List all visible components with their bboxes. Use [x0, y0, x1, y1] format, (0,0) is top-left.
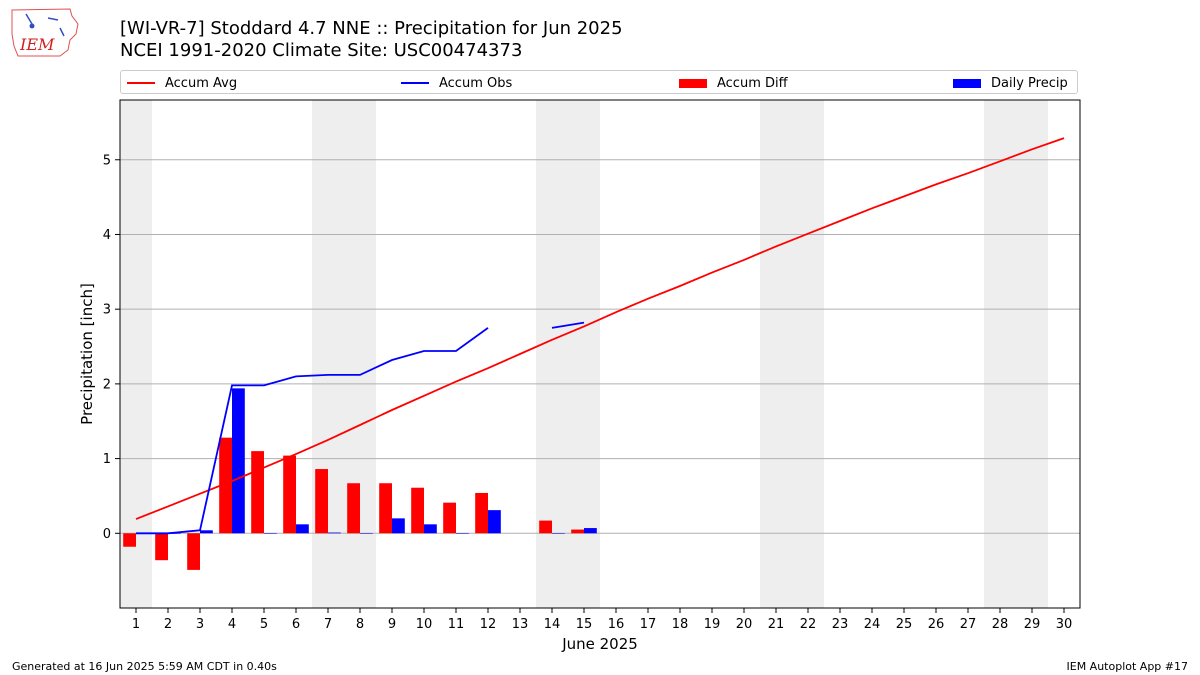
x-tick-label-16: 16 [608, 617, 625, 632]
daily-precip-bar-day-14 [552, 533, 565, 534]
x-tick-label-14: 14 [544, 617, 561, 632]
x-tick-label-10: 10 [416, 617, 433, 632]
daily-precip-bar-day-4 [232, 388, 245, 534]
legend-item-accum-obs: Accum Obs [401, 74, 512, 92]
accum-diff-bar-day-5 [251, 451, 264, 534]
daily-precip-bar-day-8 [360, 533, 373, 534]
x-tick-label-21: 21 [768, 617, 785, 632]
accum-avg-line-0 [135, 137, 1065, 520]
grid-lines [120, 159, 1080, 534]
x-tick-label-29: 29 [1024, 617, 1041, 632]
daily-precip-bar-day-6 [296, 524, 309, 534]
weekend-band-0 [120, 100, 152, 608]
x-tick-label-26: 26 [928, 617, 945, 632]
accum-diff-bar-day-2 [155, 533, 168, 561]
logo-text: IEM [19, 35, 55, 54]
y-tick-label-1: 1 [103, 452, 111, 467]
weather-station-icon [29, 23, 35, 29]
x-tick-label-4: 4 [228, 617, 236, 632]
x-tick-label-5: 5 [260, 617, 268, 632]
plot-frame [119, 99, 1081, 609]
x-axis-label: June 2025 [561, 635, 638, 653]
x-tick-label-8: 8 [356, 617, 364, 632]
iem-logo: IEM [11, 8, 79, 57]
x-tick-label-1: 1 [132, 617, 140, 632]
legend-item-daily-precip: Daily Precip [953, 74, 1068, 92]
accum-diff-bar-day-6 [283, 455, 296, 534]
iowa-outline-shape [11, 8, 79, 57]
x-tick-label-20: 20 [736, 617, 753, 632]
x-tick-label-22: 22 [800, 617, 817, 632]
x-tick-label-3: 3 [196, 617, 204, 632]
y-tick-label-2: 2 [103, 377, 111, 392]
x-tick-label-19: 19 [704, 617, 721, 632]
accum-obs-line-1 [551, 321, 585, 329]
generated-timestamp: Generated at 16 Jun 2025 5:59 AM CDT in … [12, 660, 277, 673]
accum-diff-bar-day-10 [411, 487, 424, 534]
legend-swatch-daily-precip [953, 78, 981, 88]
legend-label-accum-obs: Accum Obs [439, 75, 513, 91]
accum-diff-bar-day-8 [347, 483, 360, 534]
legend-label-accum-avg: Accum Avg [165, 75, 238, 91]
legend-swatch-accum-avg [127, 82, 155, 84]
x-tick-label-27: 27 [960, 617, 977, 632]
y-tick-label-5: 5 [103, 153, 111, 168]
accum-diff-bar-day-7 [315, 469, 328, 534]
weekend-band-4 [984, 100, 1048, 608]
y-tick-label-3: 3 [103, 303, 111, 318]
x-tick-label-11: 11 [448, 617, 465, 632]
x-tick-label-23: 23 [832, 617, 849, 632]
legend-label-daily-precip: Daily Precip [991, 75, 1068, 91]
x-tick-label-25: 25 [896, 617, 913, 632]
x-tick-label-28: 28 [992, 617, 1009, 632]
daily-precip-bar-day-15 [584, 528, 597, 534]
daily-precip-bar-day-7 [328, 532, 341, 534]
daily-precip-bar-day-5 [264, 533, 277, 534]
x-tick-label-13: 13 [512, 617, 529, 632]
x-tick-label-18: 18 [672, 617, 689, 632]
daily-precip-bar-day-12 [488, 510, 501, 534]
daily-precip-bar-day-9 [392, 518, 405, 534]
x-tick-label-7: 7 [324, 617, 332, 632]
accum-diff-bar-day-9 [379, 483, 392, 534]
x-tick-label-15: 15 [576, 617, 593, 632]
y-axis-label: Precipitation [inch] [78, 283, 96, 425]
accum-diff-bar-day-3 [187, 533, 200, 570]
chart-title: [WI-VR-7] Stoddard 4.7 NNE :: Precipitat… [120, 18, 623, 39]
daily-precip-bar-day-3 [200, 530, 213, 534]
series-lines [135, 137, 1065, 535]
legend-label-accum-diff: Accum Diff [717, 75, 788, 91]
y-tick-label-0: 0 [103, 527, 111, 542]
weekend-band-3 [760, 100, 824, 608]
x-tick-label-17: 17 [640, 617, 657, 632]
x-tick-label-24: 24 [864, 617, 881, 632]
accum-diff-bar-day-11 [443, 502, 456, 534]
accum-diff-bar-day-4 [219, 437, 232, 534]
x-tick-label-30: 30 [1056, 617, 1073, 632]
legend-swatch-accum-diff [679, 78, 707, 88]
accum-diff-bar-day-14 [539, 520, 552, 534]
y-tick-label-4: 4 [103, 228, 111, 243]
x-tick-label-12: 12 [480, 617, 497, 632]
chart-subtitle: NCEI 1991-2020 Climate Site: USC00474373 [120, 40, 523, 61]
x-tick-label-9: 9 [388, 617, 396, 632]
legend: Accum Avg Accum Obs Accum Diff Daily Pre… [120, 70, 1078, 94]
legend-swatch-accum-obs [401, 82, 429, 84]
accum-diff-bar-day-12 [475, 492, 488, 534]
legend-item-accum-diff: Accum Diff [679, 74, 788, 92]
accum-obs-line-0 [136, 327, 489, 535]
app-credit: IEM Autoplot App #17 [1066, 660, 1189, 673]
bars [123, 388, 597, 570]
x-tick-label-2: 2 [164, 617, 172, 632]
daily-precip-bar-day-11 [456, 533, 469, 534]
legend-item-accum-avg: Accum Avg [127, 74, 237, 92]
accum-diff-bar-day-1 [123, 533, 136, 547]
weekend-shading [120, 100, 1048, 608]
x-tick-label-6: 6 [292, 617, 300, 632]
daily-precip-bar-day-10 [424, 524, 437, 534]
accum-diff-bar-day-15 [571, 529, 584, 534]
